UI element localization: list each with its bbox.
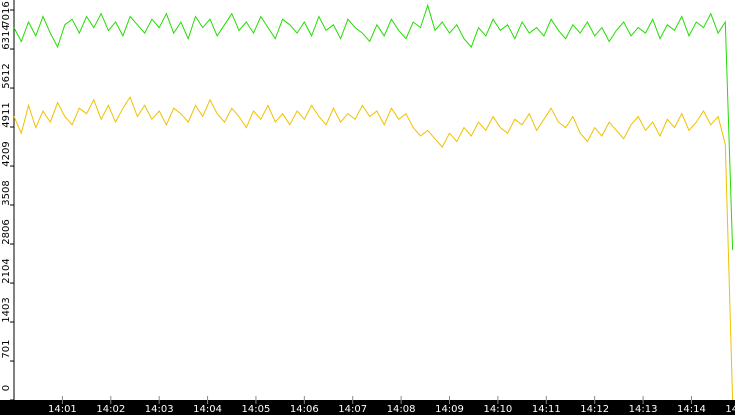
x-tick-label: 14:04	[193, 404, 222, 415]
x-tick-label: 14:13	[629, 404, 658, 415]
x-axis-band	[0, 400, 735, 415]
x-tick-label: 14:03	[145, 404, 174, 415]
y-tick-label: 2806	[1, 219, 12, 244]
series-line	[13, 3, 734, 250]
y-tick-label: 4911	[1, 102, 12, 127]
x-tick-label: 14:05	[242, 404, 271, 415]
y-tick-label: 701	[1, 339, 12, 358]
y-tick-label: 6314	[1, 24, 12, 49]
x-tick-label: 14:12	[580, 404, 609, 415]
y-tick-label: 2104	[1, 258, 12, 283]
y-tick-label: 7016	[1, 1, 12, 26]
x-tick-label: 14:07	[338, 404, 367, 415]
x-tick-label: 14:06	[290, 404, 319, 415]
y-tick-label: 0	[1, 385, 12, 391]
y-tick-label: 3508	[1, 180, 12, 205]
y-tick-label: 5612	[1, 63, 12, 88]
series-line	[13, 95, 734, 401]
x-tick-label: 14:08	[387, 404, 416, 415]
x-tick-label: 14:01	[48, 404, 77, 415]
y-tick-label: 4209	[1, 141, 12, 166]
x-tick-label: 14:09	[435, 404, 464, 415]
x-tick-label: 14:11	[532, 404, 561, 415]
x-tick-label: 14:10	[483, 404, 512, 415]
x-tick-label: 14:15	[725, 404, 735, 415]
y-tick-label: 1403	[1, 297, 12, 322]
x-tick-label: 14:02	[96, 404, 125, 415]
x-tick-label: 14:14	[677, 404, 706, 415]
